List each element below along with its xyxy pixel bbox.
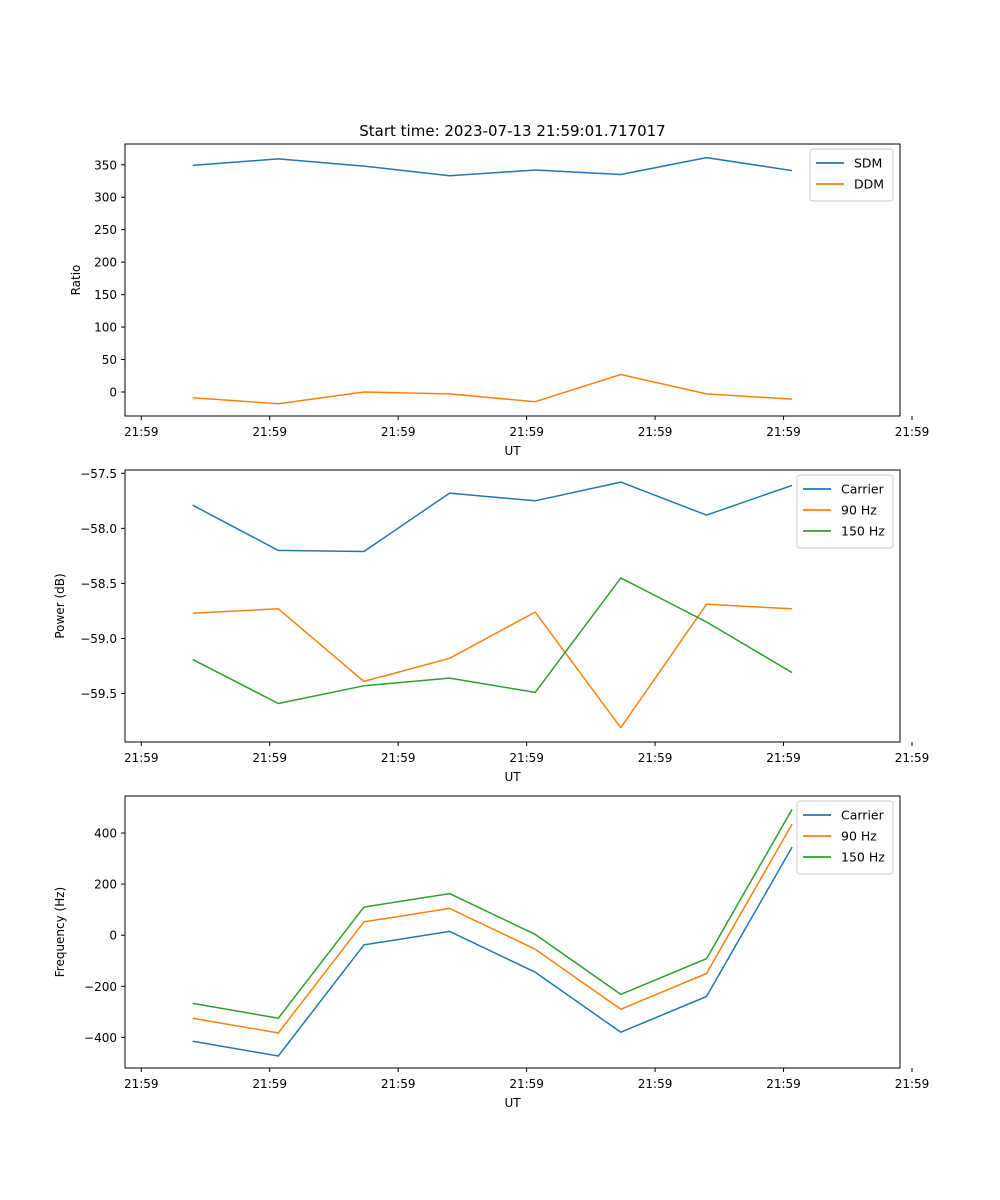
- series-line-90-hz: [192, 603, 793, 729]
- y-tick-label: −59.0: [80, 632, 117, 646]
- x-tick-label: 21:59: [124, 751, 159, 765]
- y-tick-label: −57.5: [80, 467, 117, 481]
- series-lines: [192, 481, 793, 729]
- y-tick-label: 150: [94, 288, 117, 302]
- y-axis-label: Power (dB): [53, 573, 67, 638]
- series-line-carrier: [192, 481, 793, 553]
- x-tick-label: 21:59: [252, 1077, 287, 1091]
- x-tick-label: 21:59: [766, 425, 801, 439]
- y-tick-label: −59.5: [80, 687, 117, 701]
- legend-box: [809, 148, 894, 202]
- axes-frame: [124, 143, 901, 417]
- x-tick-label: 21:59: [381, 1077, 416, 1091]
- y-tick-label: 400: [94, 827, 117, 841]
- legend-box: [796, 800, 894, 875]
- y-tick-label: 50: [102, 353, 117, 367]
- y-tick-label: −58.5: [80, 577, 117, 591]
- series-line-150-hz: [192, 577, 793, 705]
- x-axis-label: UT: [504, 1096, 521, 1110]
- chart-panel-1: 21:59 21:59 21:59 21:59 21:59 21:59 21:59 UT 0 50…: [69, 143, 930, 458]
- chart-panel-3: 21:59 21:59 21:59 21:59 21:59 21:59 21:59 UT −40…: [53, 795, 930, 1110]
- legend-label: 150 Hz: [841, 850, 885, 865]
- x-axis-label: UT: [504, 770, 521, 784]
- y-tick-label: 100: [94, 321, 117, 335]
- x-tick-label: 21:59: [895, 1077, 930, 1091]
- legend-label: Carrier: [841, 482, 885, 497]
- x-axis-label: UT: [504, 444, 521, 458]
- x-tick-label: 21:59: [252, 751, 287, 765]
- x-tick-label: 21:59: [509, 751, 544, 765]
- legend-label: Carrier: [841, 808, 885, 823]
- y-axis-label: Ratio: [69, 265, 83, 296]
- y-tick-label: 300: [94, 191, 117, 205]
- x-tick-label: 21:59: [638, 425, 673, 439]
- x-tick-label: 21:59: [638, 1077, 673, 1091]
- x-tick-label: 21:59: [895, 751, 930, 765]
- axes-frame: [124, 795, 901, 1069]
- y-tick-label: 0: [109, 929, 117, 943]
- y-tick-label: 250: [94, 223, 117, 237]
- series-line-carrier: [192, 846, 793, 1057]
- legend-label: SDM: [854, 156, 882, 171]
- x-tick-label: 21:59: [895, 425, 930, 439]
- x-tick-label: 21:59: [381, 751, 416, 765]
- y-tick-label: −200: [84, 980, 117, 994]
- series-line-sdm: [192, 156, 793, 177]
- y-tick-label: −400: [84, 1031, 117, 1045]
- y-tick-label: 350: [94, 158, 117, 172]
- series-line-ddm: [192, 373, 793, 405]
- legend: Carrier 90 Hz 150 Hz: [796, 474, 894, 549]
- x-tick-label: 21:59: [124, 1077, 159, 1091]
- x-tick-label: 21:59: [509, 1077, 544, 1091]
- y-tick-label: 200: [94, 878, 117, 892]
- y-tick-label: 200: [94, 256, 117, 270]
- series-line-90-hz: [192, 823, 793, 1034]
- y-tick-label: −58.0: [80, 522, 117, 536]
- legend-label: 150 Hz: [841, 524, 885, 539]
- x-tick-label: 21:59: [124, 425, 159, 439]
- legend-label: DDM: [854, 177, 884, 192]
- series-lines: [192, 808, 793, 1057]
- legend: Carrier 90 Hz 150 Hz: [796, 800, 894, 875]
- x-tick-label: 21:59: [766, 1077, 801, 1091]
- legend: SDM DDM: [809, 148, 894, 202]
- axes-frame: [124, 469, 901, 743]
- legend-box: [796, 474, 894, 549]
- y-tick-label: 0: [109, 385, 117, 399]
- x-tick-label: 21:59: [509, 425, 544, 439]
- x-tick-label: 21:59: [638, 751, 673, 765]
- x-tick-label: 21:59: [766, 751, 801, 765]
- chart-panel-2: 21:59 21:59 21:59 21:59 21:59 21:59 21:59 UT −59…: [53, 467, 929, 784]
- x-tick-label: 21:59: [252, 425, 287, 439]
- figure-title: Start time: 2023-07-13 21:59:01.717017: [359, 122, 665, 140]
- legend-label: 90 Hz: [841, 829, 877, 844]
- y-axis-label: Frequency (Hz): [53, 887, 67, 978]
- x-tick-label: 21:59: [381, 425, 416, 439]
- series-line-150-hz: [192, 808, 793, 1019]
- series-lines: [192, 156, 793, 405]
- legend-label: 90 Hz: [841, 503, 877, 518]
